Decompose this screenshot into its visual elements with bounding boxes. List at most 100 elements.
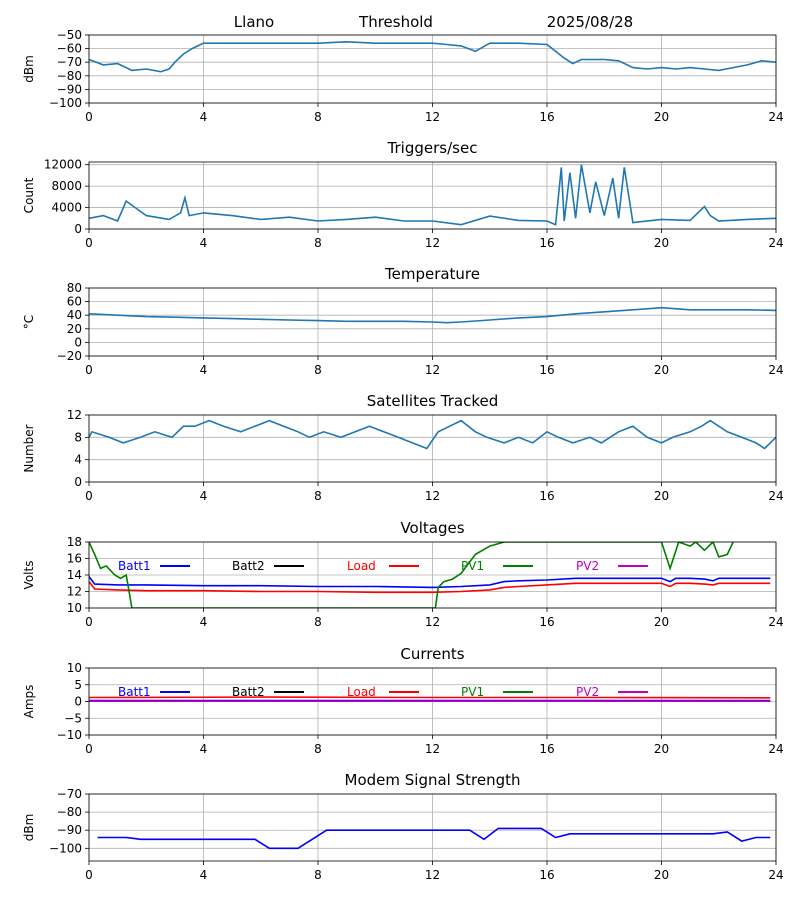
x-tick-label: 24 xyxy=(768,110,783,124)
x-tick-label: 0 xyxy=(85,236,93,250)
y-tick-label: 10 xyxy=(67,601,82,615)
y-tick-label: −100 xyxy=(49,841,82,855)
panel-voltages: 0 4 8 12 16 20 24 10 12 14 16 18 Voltages Volts Batt1 B… xyxy=(22,519,784,629)
x-tick-label: 12 xyxy=(425,489,440,503)
panel-title: Satellites Tracked xyxy=(367,392,498,410)
x-tick-label: 24 xyxy=(768,489,783,503)
plot-frame xyxy=(88,541,777,609)
x-tick-label: 24 xyxy=(768,742,783,756)
x-tick-label: 24 xyxy=(768,236,783,250)
x-tick-label: 4 xyxy=(200,110,208,124)
series-line-modem xyxy=(97,827,771,850)
panel-title: Voltages xyxy=(400,519,464,537)
y-tick-label: 40 xyxy=(67,308,82,322)
series-line-triggers xyxy=(89,164,776,226)
header-station: Llano xyxy=(234,13,274,31)
series-line-batt1 xyxy=(89,576,771,589)
x-tick-label: 4 xyxy=(200,615,208,629)
x-tick-label: 4 xyxy=(200,489,208,503)
x-tick-label: 8 xyxy=(314,363,322,377)
plot-frame xyxy=(88,414,777,483)
y-axis-label: Amps xyxy=(22,685,36,719)
y-tick-label: 0 xyxy=(74,222,82,236)
y-tick-label: −100 xyxy=(49,96,82,110)
legend-label-batt1: Batt1 xyxy=(118,685,151,699)
x-tick-label: 4 xyxy=(200,742,208,756)
x-tick-label: 24 xyxy=(768,363,783,377)
y-tick-label: −70 xyxy=(57,55,82,69)
panel-title: Triggers/sec xyxy=(387,139,478,157)
y-tick-label: 8 xyxy=(74,430,82,444)
y-tick-label: 12000 xyxy=(44,158,82,172)
y-tick-label: −80 xyxy=(57,69,82,83)
y-tick-label: 20 xyxy=(67,322,82,336)
plot-frame xyxy=(88,161,777,230)
x-tick-label: 16 xyxy=(539,489,554,503)
panel-modem: 0 4 8 12 16 20 24 −100 −90 −80 −70 Modem Signal Str… xyxy=(22,771,784,882)
y-tick-label: −90 xyxy=(57,82,82,96)
legend-label-pv1: PV1 xyxy=(461,559,484,573)
x-tick-label: 12 xyxy=(425,110,440,124)
x-tick-label: 20 xyxy=(654,236,669,250)
x-tick-label: 8 xyxy=(314,868,322,882)
x-tick-label: 24 xyxy=(768,615,783,629)
x-tick-label: 0 xyxy=(85,868,93,882)
y-axis-label: Count xyxy=(22,177,36,213)
x-tick-label: 16 xyxy=(539,236,554,250)
series-line-load xyxy=(89,696,771,699)
y-tick-label: 18 xyxy=(67,535,82,549)
panel-title: Currents xyxy=(400,645,464,663)
x-tick-label: 12 xyxy=(425,868,440,882)
panel-title: Modem Signal Strength xyxy=(345,771,521,789)
legend-label-pv1: PV1 xyxy=(461,685,484,699)
x-tick-label: 0 xyxy=(85,363,93,377)
series-line-satellites xyxy=(89,419,776,450)
y-tick-label: 12 xyxy=(67,408,82,422)
y-tick-label: 4000 xyxy=(51,201,82,215)
panel-title: Temperature xyxy=(384,265,480,283)
x-tick-label: 8 xyxy=(314,236,322,250)
panel-currents: 0 4 8 12 16 20 24 −10 −5 0 5 10 Currents Amps Batt1 Bat… xyxy=(22,645,784,756)
plot-frame xyxy=(88,287,777,357)
x-tick-label: 8 xyxy=(314,742,322,756)
y-tick-label: −70 xyxy=(57,787,82,801)
series-line-threshold xyxy=(89,40,776,73)
panel-satellites: 0 4 8 12 16 20 24 0 4 8 12 Satellites Tracked Number xyxy=(22,392,784,503)
plot-frame xyxy=(88,34,777,104)
legend-label-batt2: Batt2 xyxy=(232,559,265,573)
y-axis-label: Volts xyxy=(22,561,36,590)
y-tick-label: 8000 xyxy=(51,179,82,193)
x-tick-label: 0 xyxy=(85,489,93,503)
x-tick-label: 0 xyxy=(85,110,93,124)
y-tick-label: −5 xyxy=(64,711,82,725)
x-tick-label: 16 xyxy=(539,363,554,377)
header-kind: Threshold xyxy=(358,13,433,31)
y-tick-label: 12 xyxy=(67,585,82,599)
y-tick-label: −10 xyxy=(57,728,82,742)
x-tick-label: 12 xyxy=(425,742,440,756)
panel-threshold: 0 4 8 12 16 20 24 −100−90−80−70−60−50 dBm xyxy=(22,28,784,124)
x-tick-label: 16 xyxy=(539,110,554,124)
x-tick-label: 8 xyxy=(314,615,322,629)
y-tick-label: −50 xyxy=(57,28,82,42)
x-tick-label: 0 xyxy=(85,615,93,629)
x-tick-label: 4 xyxy=(200,363,208,377)
y-tick-label: 0 xyxy=(74,335,82,349)
series-line-temperature xyxy=(89,306,776,324)
y-tick-label: 16 xyxy=(67,552,82,566)
x-tick-label: 8 xyxy=(314,110,322,124)
plot-frame xyxy=(88,667,777,736)
x-tick-label: 4 xyxy=(200,236,208,250)
x-tick-label: 4 xyxy=(200,868,208,882)
legend-label-load: Load xyxy=(347,685,376,699)
y-tick-label: −60 xyxy=(57,42,82,56)
series-line-pv1 xyxy=(89,542,734,608)
legend-label-batt2: Batt2 xyxy=(232,685,265,699)
x-tick-label: 20 xyxy=(654,110,669,124)
x-tick-label: 16 xyxy=(539,742,554,756)
y-tick-label: 0 xyxy=(74,475,82,489)
x-tick-label: 20 xyxy=(654,489,669,503)
